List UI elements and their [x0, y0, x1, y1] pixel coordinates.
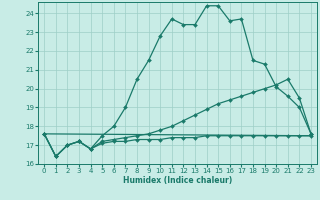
X-axis label: Humidex (Indice chaleur): Humidex (Indice chaleur): [123, 176, 232, 185]
